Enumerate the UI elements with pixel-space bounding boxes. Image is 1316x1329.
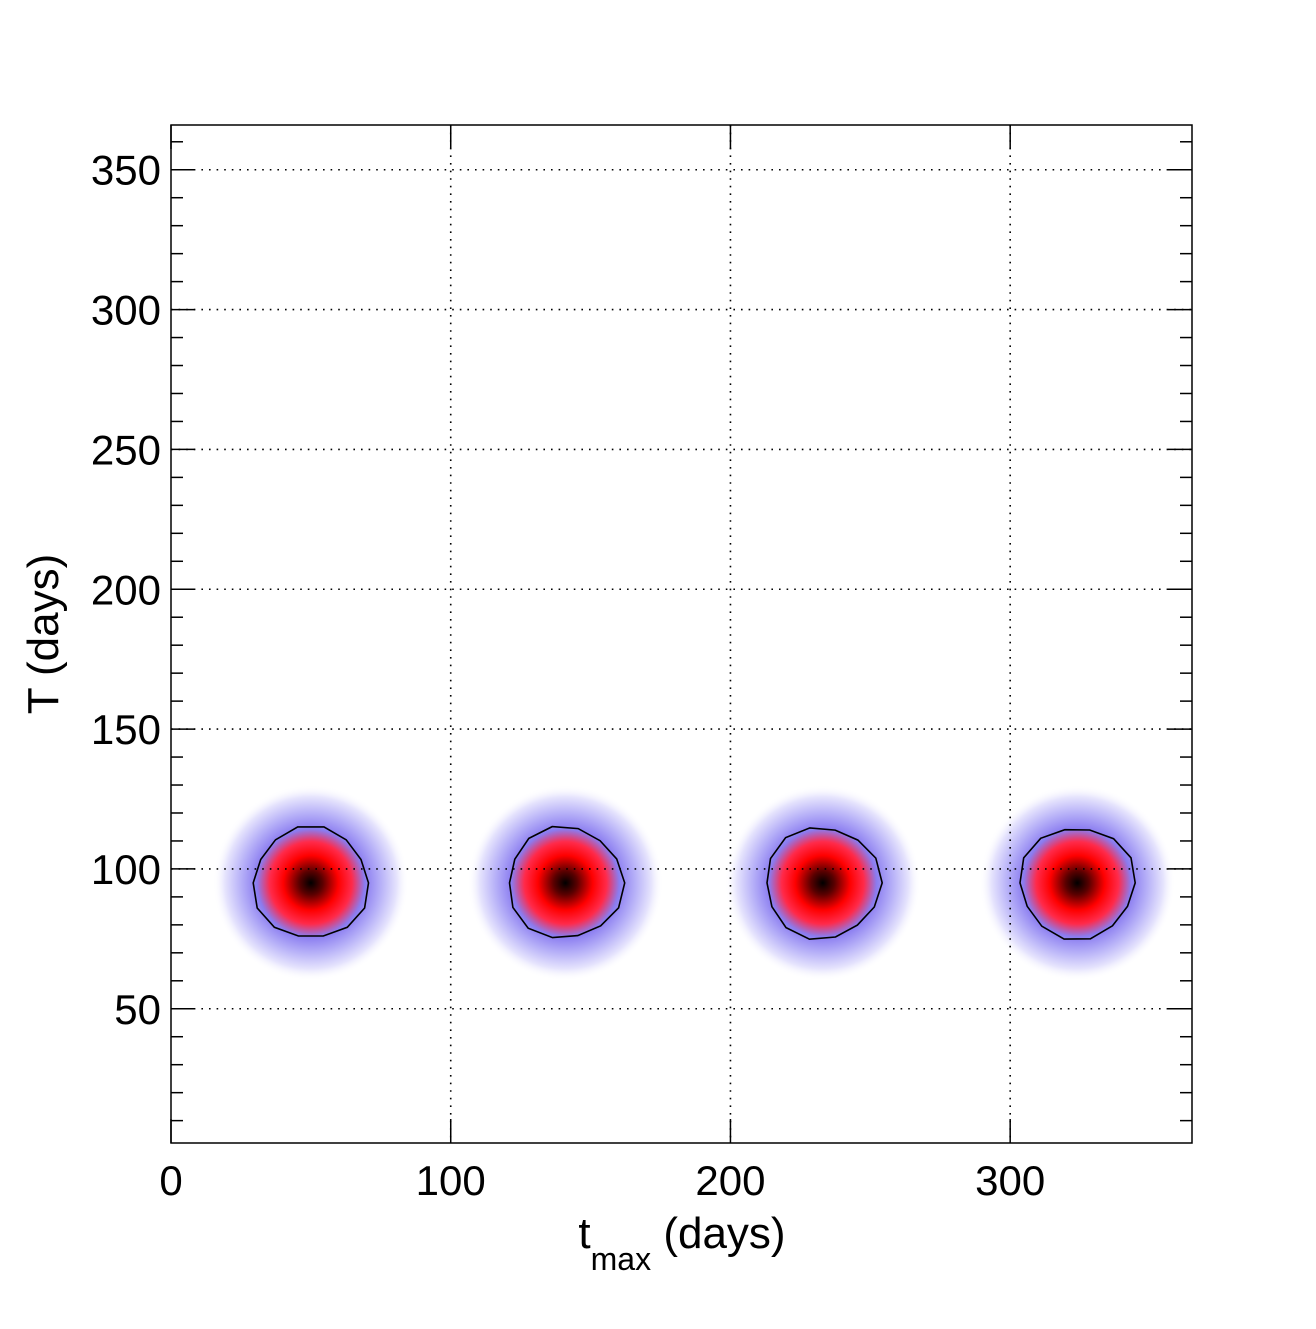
heat-peak-4 xyxy=(979,785,1176,981)
x-axis-label-subscript: max xyxy=(591,1241,651,1277)
y-tick-labels: 50 100 150 200 250 300 350 xyxy=(91,147,161,1033)
heat-blobs xyxy=(212,785,1176,981)
contour-4 xyxy=(1019,828,1137,940)
y-tick-label-300: 300 xyxy=(91,287,161,334)
y-tick-label-250: 250 xyxy=(91,426,161,473)
y-tick-label-100: 100 xyxy=(91,846,161,893)
plot-frame xyxy=(170,124,1193,1144)
x-axis-label-units: (days) xyxy=(651,1209,785,1258)
x-tick-label-0: 0 xyxy=(159,1157,182,1204)
y-axis-label: T (days) xyxy=(19,554,68,715)
contour-3 xyxy=(766,827,884,941)
x-tick-label-300: 300 xyxy=(975,1157,1045,1204)
contour-1 xyxy=(252,826,370,937)
x-axis-label-main: t xyxy=(578,1209,590,1258)
x-tick-label-100: 100 xyxy=(416,1157,486,1204)
y-tick-label-350: 350 xyxy=(91,147,161,194)
contour-lines xyxy=(252,825,1137,941)
x-tick-labels: 0 100 200 300 xyxy=(159,1157,1045,1204)
contour-2 xyxy=(508,825,626,939)
x-axis-label: tmax (days) xyxy=(578,1209,785,1277)
axis-ticks xyxy=(170,125,1192,1143)
y-tick-label-150: 150 xyxy=(91,706,161,753)
heat-peak-2 xyxy=(467,785,664,981)
heat-peak-1 xyxy=(212,785,409,981)
y-tick-label-200: 200 xyxy=(91,566,161,613)
x-tick-label-200: 200 xyxy=(695,1157,765,1204)
y-tick-label-50: 50 xyxy=(114,986,161,1033)
plot-area xyxy=(171,125,1192,1143)
heat-peak-3 xyxy=(724,785,921,981)
grid-lines xyxy=(171,125,1192,1143)
